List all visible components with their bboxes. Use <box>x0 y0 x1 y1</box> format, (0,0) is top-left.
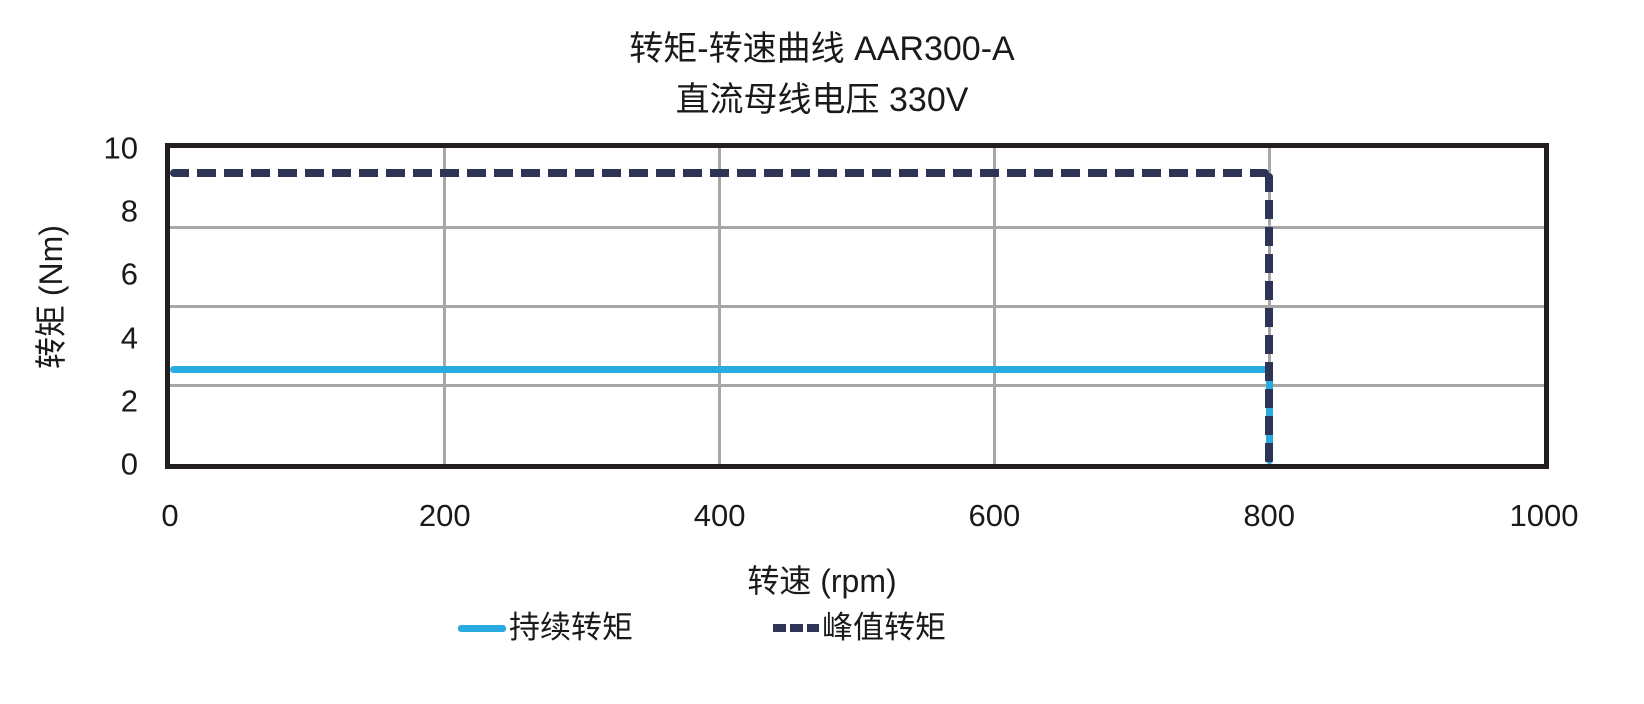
legend-label-continuous: 持续转矩 <box>509 610 633 645</box>
x-tick-label: 600 <box>968 498 1021 533</box>
y-tick-label: 6 <box>120 256 138 292</box>
legend-item-continuous: 持续转矩 <box>458 606 633 650</box>
x-tick-label: 400 <box>693 498 746 533</box>
series-segment-峰值转矩 <box>170 169 1270 178</box>
chart-title: 转矩-转速曲线 AAR300-A <box>629 30 1015 68</box>
y-tick-label: 10 <box>103 130 138 166</box>
y-tick-label: 0 <box>120 446 138 482</box>
continuous-line-swatch <box>458 624 506 632</box>
legend-label-peak: 峰值转矩 <box>822 610 946 645</box>
y-tick-label: 2 <box>120 383 138 419</box>
x-tick-label: 1000 <box>1509 498 1579 533</box>
x-tick-label: 0 <box>161 498 179 533</box>
y-tick-label: 4 <box>120 320 138 356</box>
chart-subtitle: 直流母线电压 330V <box>675 81 969 119</box>
horizontal-gridline <box>170 383 1544 387</box>
chart-title-block: 转矩-转速曲线 AAR300-A 直流母线电压 330V <box>0 24 1644 126</box>
x-tick-label: 200 <box>418 498 471 533</box>
legend-item-peak: 峰值转矩 <box>773 606 946 650</box>
x-axis-title: 转速 (rpm) <box>747 563 897 599</box>
horizontal-gridline <box>170 304 1544 308</box>
series-segment-峰值转矩 <box>1265 173 1274 464</box>
plot-area: 0 2 4 6 8 10 0 200 400 600 800 1000 <box>104 133 1579 532</box>
legend: 持续转矩 峰值转矩 <box>0 606 1644 652</box>
y-tick-label: 8 <box>120 193 138 229</box>
horizontal-gridline <box>170 225 1544 229</box>
series-segment-持续转矩 <box>170 365 1270 373</box>
peak-line-swatch <box>773 624 819 632</box>
x-tick-label: 800 <box>1243 498 1296 533</box>
